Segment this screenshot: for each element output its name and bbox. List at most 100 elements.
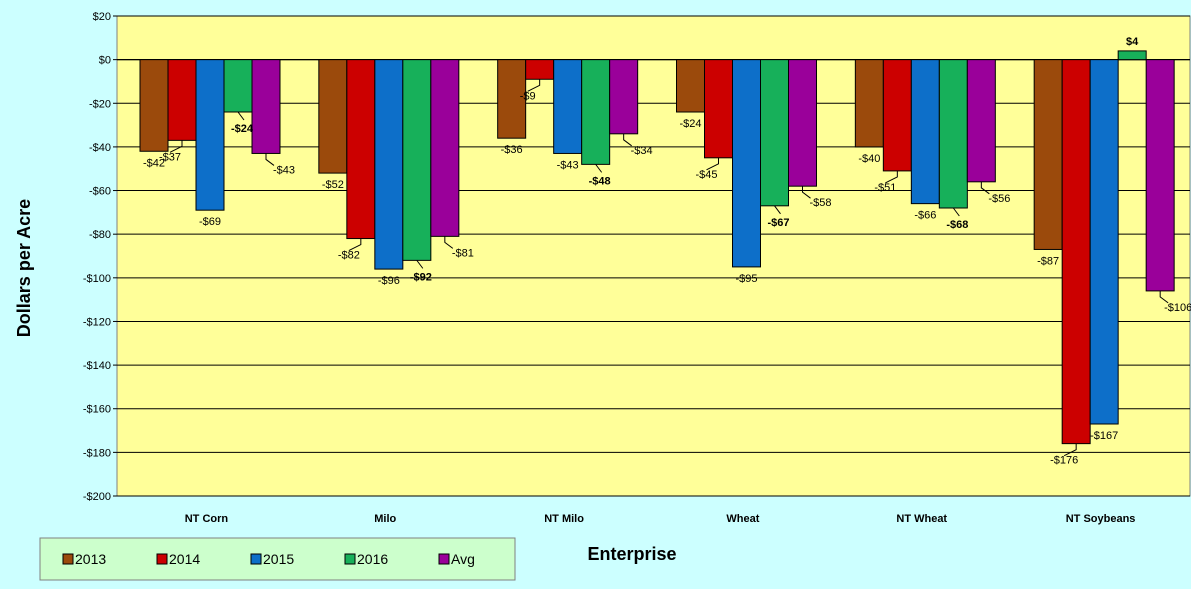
data-label: -$106 bbox=[1164, 302, 1191, 314]
label-leader-line bbox=[802, 186, 811, 199]
y-tick-label: $20 bbox=[93, 11, 111, 23]
legend-swatch bbox=[250, 553, 262, 565]
data-label: -$51 bbox=[874, 182, 896, 194]
data-label: -$43 bbox=[273, 164, 295, 176]
data-label: -$40 bbox=[858, 153, 880, 165]
bar-2016-milo bbox=[402, 59, 432, 261]
bar-avg-nt-wheat bbox=[966, 59, 996, 183]
x-axis-ticks: NT Corn Milo NT Milo Wheat NT Wheat NT Soybea… bbox=[185, 513, 1136, 525]
bar-2013-wheat bbox=[676, 59, 705, 113]
label-leader-line bbox=[237, 111, 245, 121]
data-label: -$69 bbox=[199, 216, 221, 228]
data-label: -$56 bbox=[988, 193, 1010, 205]
bar-2014-nt-corn bbox=[167, 59, 197, 141]
data-label: -$37 bbox=[159, 151, 181, 163]
y-tick-label: $0 bbox=[99, 55, 111, 67]
label-leader-line bbox=[885, 170, 898, 184]
data-label: -$82 bbox=[338, 250, 360, 262]
y-tick-label: -$100 bbox=[83, 273, 111, 285]
data-label: -$67 bbox=[767, 217, 789, 229]
y-tick-label: -$20 bbox=[89, 98, 111, 110]
bar-2014-nt-milo bbox=[525, 59, 555, 80]
label-leader-line bbox=[527, 79, 541, 92]
label-leader-lines bbox=[169, 79, 1169, 457]
bar-avg-wheat bbox=[788, 59, 817, 187]
data-label: -$43 bbox=[557, 159, 579, 171]
bar-2015-nt-corn bbox=[195, 59, 225, 211]
y-tick-label: -$140 bbox=[83, 360, 111, 372]
x-tick-label: NT Corn bbox=[185, 513, 229, 525]
y-tick-label: -$80 bbox=[89, 229, 111, 241]
data-label: -$68 bbox=[946, 219, 968, 231]
bar-2013-nt-corn bbox=[139, 59, 169, 152]
data-label: -$87 bbox=[1037, 255, 1059, 267]
label-leader-line bbox=[348, 238, 362, 251]
bar-2013-nt-wheat bbox=[854, 59, 884, 148]
data-label: -$48 bbox=[589, 175, 611, 187]
bar-2016-nt-soybeans bbox=[1117, 50, 1147, 61]
bar-2015-nt-milo bbox=[553, 59, 583, 154]
legend-label: 2015 bbox=[263, 551, 294, 567]
data-label: -$52 bbox=[322, 179, 344, 191]
data-labels: -$42-$37 -$69 -$24 -$43 -$52 -$82 -$96 -$92 -$81… bbox=[143, 36, 1191, 467]
label-leader-line bbox=[952, 207, 960, 217]
bar-2014-milo bbox=[346, 59, 376, 240]
label-leader-line bbox=[595, 164, 603, 173]
data-label: -$45 bbox=[695, 169, 717, 181]
bar-2015-milo bbox=[374, 59, 404, 270]
data-label: -$167 bbox=[1090, 430, 1118, 442]
label-leader-line bbox=[706, 157, 719, 171]
gridlines bbox=[117, 15, 1190, 497]
legend-swatch bbox=[438, 553, 450, 565]
x-tick-label: NT Wheat bbox=[896, 513, 947, 525]
label-leader-line bbox=[169, 140, 183, 153]
legend-label: 2014 bbox=[169, 551, 200, 567]
label-leader-line bbox=[1159, 290, 1169, 304]
plot-area bbox=[116, 15, 1191, 497]
bar-avg-nt-corn bbox=[251, 59, 281, 154]
data-label: -$34 bbox=[631, 145, 653, 157]
bar-2014-wheat bbox=[704, 59, 733, 159]
legend-label: 2016 bbox=[357, 551, 388, 567]
legend-swatch bbox=[62, 553, 74, 565]
y-tick-label: -$40 bbox=[89, 142, 111, 154]
y-tick-label: -$160 bbox=[83, 404, 111, 416]
data-label: -$66 bbox=[914, 210, 936, 222]
x-tick-label: NT Soybeans bbox=[1066, 513, 1136, 525]
bar-2015-wheat bbox=[732, 59, 761, 268]
y-tick-label: -$60 bbox=[89, 186, 111, 198]
legend-box bbox=[39, 537, 516, 581]
label-leader-line bbox=[1063, 443, 1077, 457]
y-tick-label: -$120 bbox=[83, 316, 111, 328]
y-tick-label: -$200 bbox=[83, 491, 111, 503]
legend-swatch bbox=[344, 553, 356, 565]
bar-avg-nt-soybeans bbox=[1145, 59, 1175, 292]
bar-2015-nt-wheat bbox=[910, 59, 940, 205]
data-label: -$24 bbox=[679, 118, 701, 130]
data-label: -$92 bbox=[410, 271, 432, 283]
data-label: -$176 bbox=[1050, 455, 1078, 467]
x-tick-label: Milo bbox=[374, 513, 396, 525]
bar-avg-milo bbox=[430, 59, 460, 237]
bar-2016-nt-wheat bbox=[938, 59, 968, 209]
legend-label: Avg bbox=[451, 551, 475, 567]
bar-2014-nt-soybeans bbox=[1061, 59, 1091, 445]
bar-2016-nt-milo bbox=[581, 59, 611, 165]
bar-avg-nt-milo bbox=[609, 59, 639, 135]
y-tick-label: -$180 bbox=[83, 447, 111, 459]
label-leader-line bbox=[265, 153, 275, 166]
label-leader-line bbox=[980, 181, 990, 195]
data-label: -$36 bbox=[501, 144, 523, 156]
bar-2015-nt-soybeans bbox=[1089, 59, 1119, 425]
data-label: -$9 bbox=[520, 90, 536, 102]
y-axis-title: Dollars per Acre bbox=[14, 199, 34, 337]
bar-2013-nt-soybeans bbox=[1033, 59, 1063, 250]
x-axis-title: Enterprise bbox=[587, 544, 676, 564]
legend: 2013 2014 2015 2016 Avg bbox=[39, 537, 516, 581]
x-tick-label: Wheat bbox=[726, 513, 759, 525]
data-label: -$58 bbox=[809, 197, 831, 209]
data-label: -$81 bbox=[452, 247, 474, 259]
bars bbox=[139, 50, 1175, 445]
bar-2014-nt-wheat bbox=[882, 59, 912, 172]
